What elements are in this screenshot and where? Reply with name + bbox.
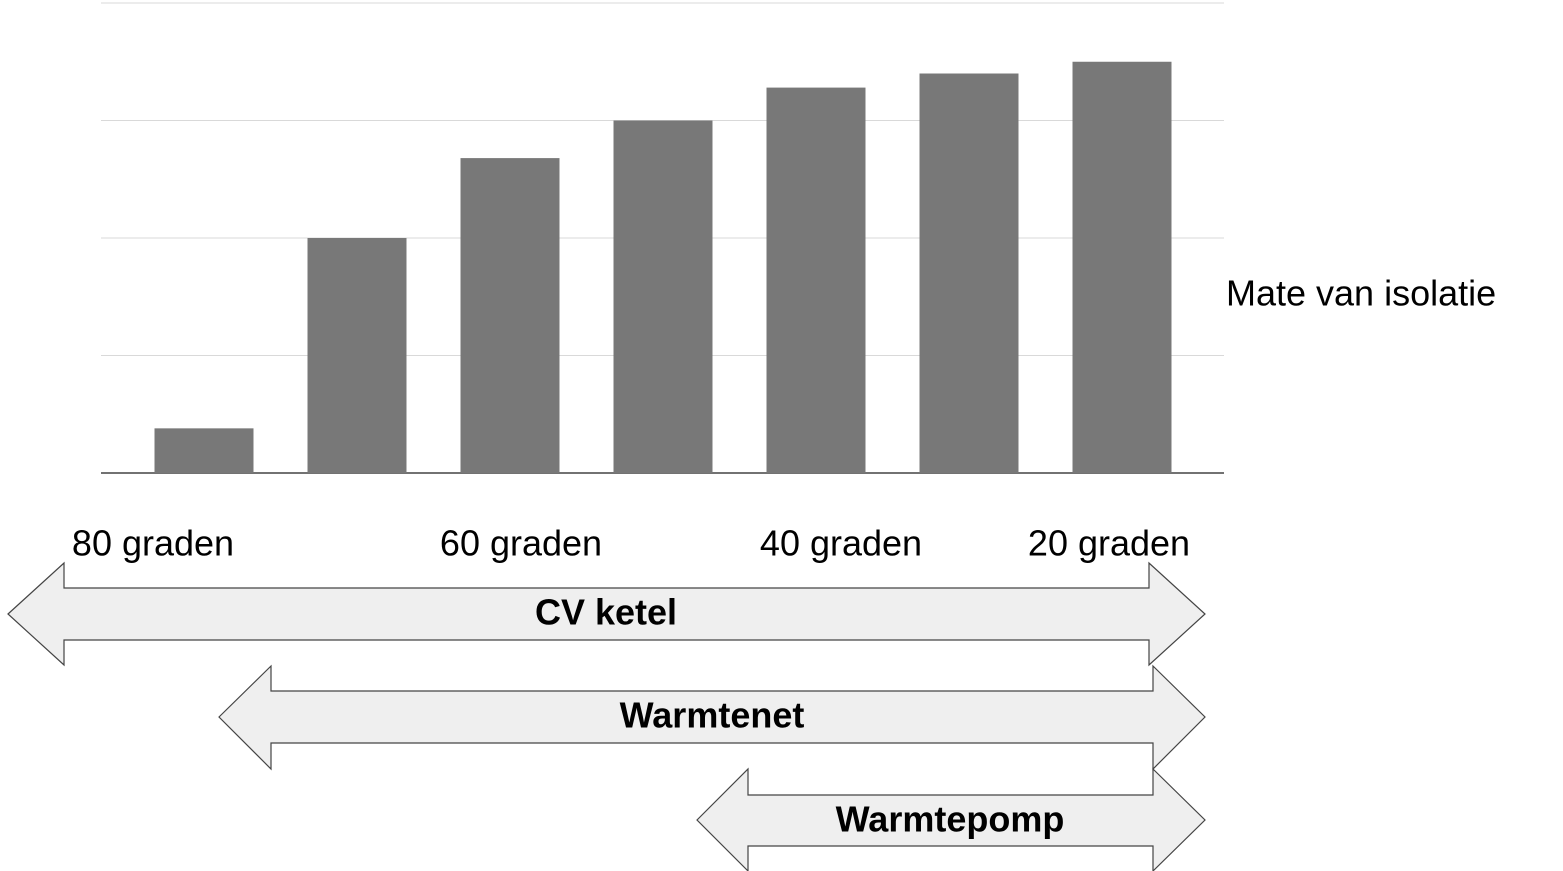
axis-label: Mate van isolatie xyxy=(1226,273,1496,314)
bar xyxy=(1072,61,1172,473)
x-annotation: 60 graden xyxy=(440,523,602,564)
range-label: Warmtepomp xyxy=(836,799,1065,840)
bar xyxy=(766,87,866,473)
bar xyxy=(919,73,1019,473)
bar xyxy=(307,238,407,473)
x-annotation: 40 graden xyxy=(760,523,922,564)
x-annotation: 80 graden xyxy=(72,523,234,564)
range-label: Warmtenet xyxy=(620,695,805,736)
bar xyxy=(154,428,254,473)
range-arrow xyxy=(7,561,1206,667)
x-annotation: 20 graden xyxy=(1028,523,1190,564)
bar xyxy=(613,120,713,473)
bar xyxy=(460,158,560,473)
range-arrow xyxy=(218,664,1206,771)
range-arrow xyxy=(696,767,1206,871)
range-label: CV ketel xyxy=(535,592,677,633)
